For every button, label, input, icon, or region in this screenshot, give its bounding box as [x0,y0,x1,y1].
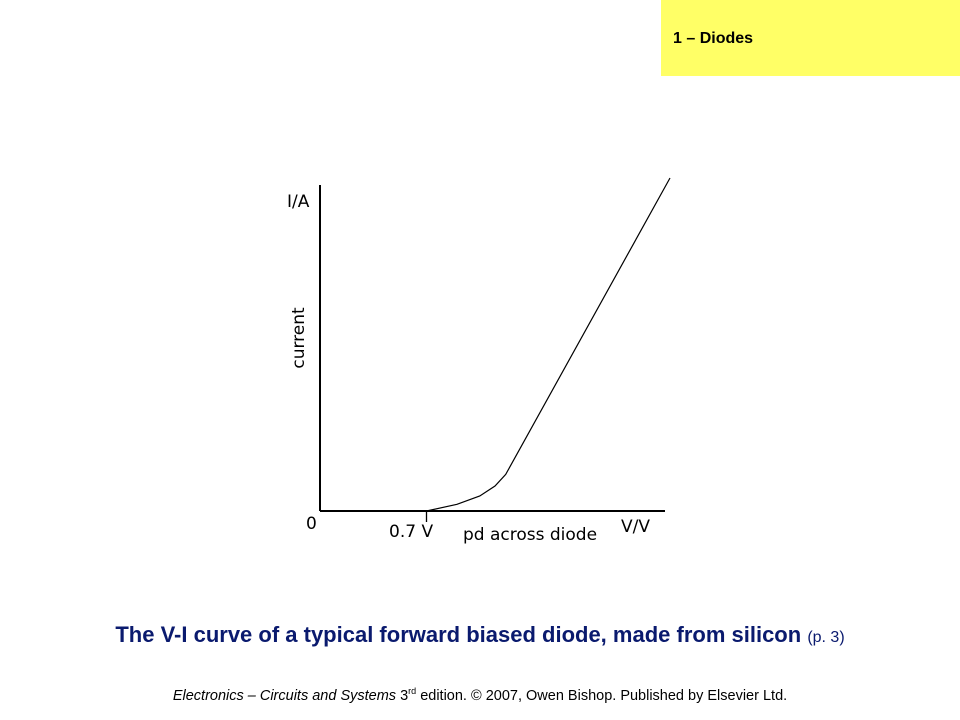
section-tag: 1 – Diodes [661,0,960,76]
y-unit-label: I/A [287,192,310,212]
vi-curve-line [426,177,671,512]
threshold-label: 0.7 V [389,522,433,542]
footer-book-title: Electronics – Circuits and Systems [172,687,397,704]
x-axis-label: pd across diode [463,525,597,545]
copyright-footer: Electronics – Circuits and Systems 3rd e… [0,686,960,704]
y-axis-label: current [289,307,309,369]
footer-edition-number: 3 [400,687,409,704]
caption-page-ref: (p. 3) [807,629,845,646]
caption-main: The V-I curve of a typical forward biase… [115,622,802,647]
footer-edition-suffix: rd [408,686,417,696]
vi-curve-chart: I/A current 0 0.7 V pd across diode V/V [287,177,671,545]
x-unit-label: V/V [621,517,650,537]
origin-label: 0 [306,514,317,534]
footer-copyright: edition. © 2007, Owen Bishop. Published … [420,687,788,704]
slide-caption: The V-I curve of a typical forward biase… [0,622,960,648]
section-tag-label: 1 – Diodes [673,30,754,47]
